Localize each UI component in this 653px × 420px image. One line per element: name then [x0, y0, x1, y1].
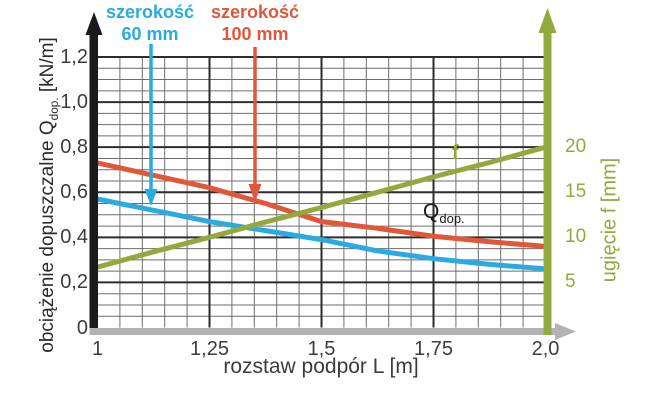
y-axis-title-left-unit: [kN/m] [37, 37, 59, 98]
x-tick-label: 1,75 [414, 338, 453, 360]
legend-label-line2: 100 mm [221, 24, 289, 44]
y-axis-title-left-text: obciążenie dopuszczalne Q [37, 120, 59, 353]
legend-label-line2: 60 mm [121, 24, 179, 44]
y-axis-right-bar [543, 30, 552, 335]
y-left-tick-label: 1,2 [60, 46, 88, 68]
y-axis-left-bar [89, 30, 98, 333]
y-axis-title-left: obciążenie dopuszczalne Qdop. [kN/m] [37, 37, 61, 352]
legend-label-line1: szerokość [105, 2, 195, 22]
y-axis-right-arrow-icon [538, 8, 557, 33]
x-tick-label: 2,0 [531, 338, 560, 360]
legend-arrow-100mm-head-icon [248, 184, 262, 202]
q-dop-annotation-sub: dop. [439, 211, 465, 227]
y-axis-title-right: ugięcie f [mm] [598, 157, 621, 283]
legend-label-line1: szerokość [210, 2, 300, 22]
y-left-tick-label: 0,4 [60, 226, 88, 249]
y-left-tick-label: 0,8 [60, 136, 88, 159]
x-axis-bar [89, 328, 557, 335]
y-axis-title-left-sub: dop. [47, 97, 61, 121]
y-left-tick-label: 0 [76, 316, 88, 339]
legend-item-100mm: szerokość 100 mm [200, 1, 310, 45]
y-left-tick-label: 0,2 [60, 271, 88, 294]
y-right-tick-label: 5 [565, 271, 576, 293]
q-dop-annotation: Qdop. [423, 200, 465, 226]
y-right-tick-label: 10 [565, 226, 587, 248]
y-left-tick-label: 0,6 [60, 181, 88, 204]
y-right-tick-label: 15 [565, 181, 587, 203]
x-tick-label: 1 [91, 338, 104, 360]
x-axis-arrow-icon [555, 323, 576, 340]
series-f-line [96, 144, 547, 270]
f-line-annotation: f [452, 142, 459, 164]
x-axis-title: rozstaw podpór L [m] [223, 355, 419, 378]
x-tick-label: 1,25 [190, 338, 229, 360]
legend-item-60mm: szerokość 60 mm [95, 1, 205, 45]
y-axis-left-arrow-icon [85, 12, 103, 35]
legend-arrow-60mm-head-icon [144, 189, 158, 206]
q-dop-annotation-main: Q [423, 200, 440, 223]
y-left-tick-label: 1,0 [60, 91, 88, 114]
series-Q100-line [96, 160, 546, 249]
x-tick-label: 1,5 [307, 338, 336, 360]
y-right-tick-label: 20 [565, 136, 587, 158]
series-Q60-line [97, 196, 546, 272]
